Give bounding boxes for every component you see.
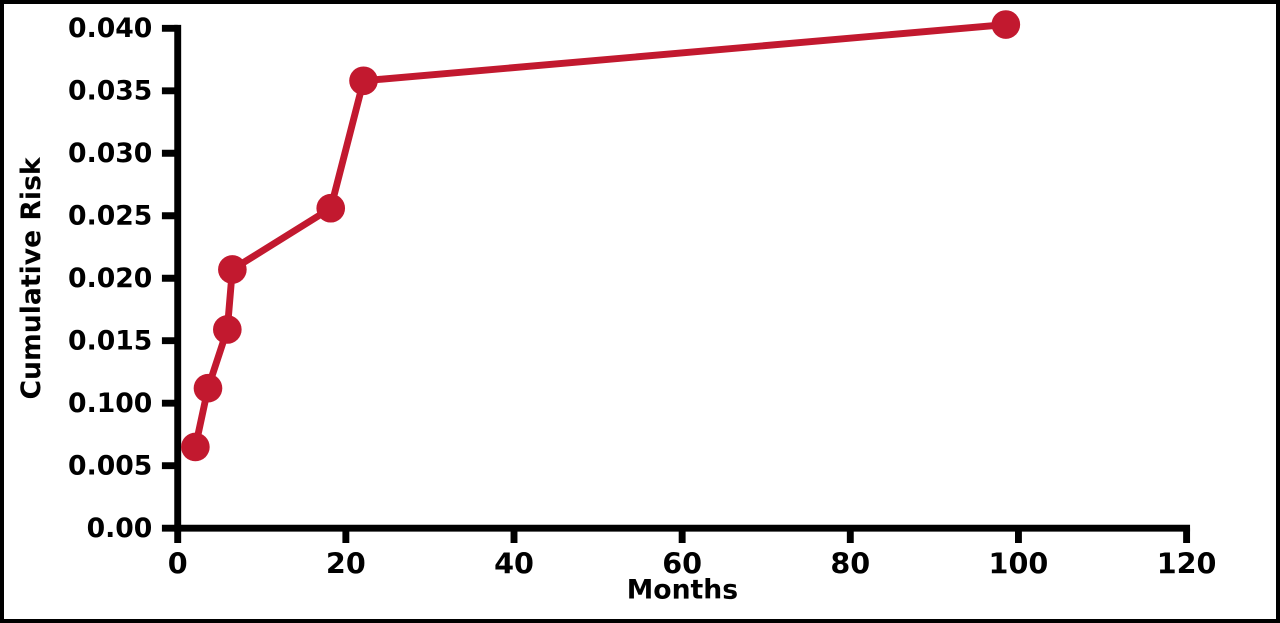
x-tick-label: 80 — [830, 547, 870, 581]
x-tick-label: 120 — [1157, 547, 1217, 581]
x-axis: 0 20 40 60 80 100 120 — [168, 524, 1217, 581]
data-series — [181, 10, 1021, 462]
y-axis-label: Cumulative Risk — [16, 156, 47, 399]
y-tick-label: 0.020 — [68, 263, 152, 294]
cumulative-risk-line-chart: 0 20 40 60 80 100 120 0.00 0.005 0.100 0.015 0.020… — [16, 10, 1217, 605]
y-tick-label: 0.040 — [68, 13, 152, 44]
y-tick-label: 0.005 — [68, 451, 152, 482]
data-point-marker — [181, 432, 210, 462]
data-point-marker — [316, 193, 346, 223]
x-axis-label: Months — [627, 574, 738, 605]
y-tick-label: 0.030 — [68, 138, 152, 169]
data-point-marker — [991, 10, 1021, 39]
series-line — [191, 21, 1010, 451]
data-point-marker — [218, 255, 247, 284]
y-tick-label: 0.100 — [68, 388, 152, 419]
x-tick-label: 100 — [989, 547, 1049, 581]
x-tick-label: 60 — [662, 547, 702, 581]
y-tick-label: 0.025 — [68, 201, 152, 232]
y-tick-label: 0.00 — [87, 513, 153, 544]
x-tick-label: 20 — [326, 547, 366, 581]
x-tick-label: 0 — [168, 547, 188, 581]
data-point-marker — [213, 315, 242, 344]
y-tick-label: 0.015 — [68, 326, 152, 357]
data-point-marker — [193, 373, 223, 403]
y-tick-label: 0.035 — [68, 76, 152, 107]
x-tick-label: 40 — [494, 547, 534, 581]
data-point-marker — [349, 66, 378, 96]
y-axis: 0.00 0.005 0.100 0.015 0.020 0.025 0.030 0.035 0… — [68, 13, 182, 544]
